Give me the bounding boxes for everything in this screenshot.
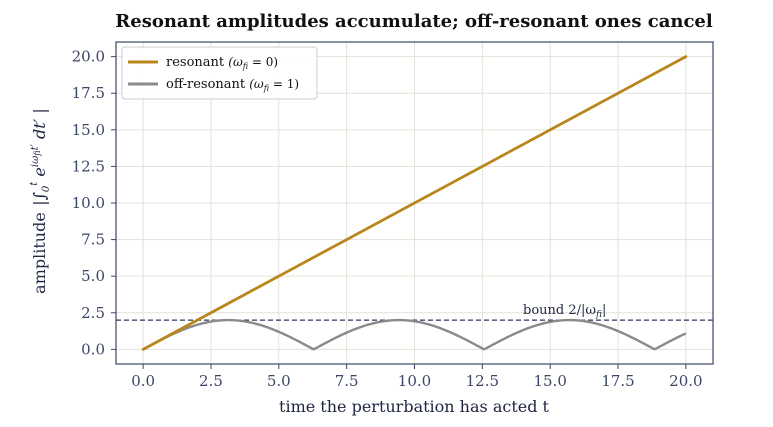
legend-box xyxy=(121,46,318,100)
y-tick-label: 5.0 xyxy=(81,267,105,285)
x-tick-label: 15.0 xyxy=(533,372,566,390)
x-tick-label: 5.0 xyxy=(267,372,291,390)
y-axis-label: amplitude |∫0t eiωfit′ dt′ | xyxy=(29,108,52,294)
legend: resonant (ωfi = 0) off-resonant (ωfi = 1) xyxy=(121,46,318,100)
y-tick-label: 0.0 xyxy=(81,340,105,358)
y-tick-label: 17.5 xyxy=(72,84,105,102)
x-tick-label: 2.5 xyxy=(199,372,223,390)
series-lines xyxy=(141,55,688,351)
x-axis-label: time the perturbation has acted t xyxy=(279,397,550,416)
x-axis-ticks: 0.0 2.5 5.0 7.5 10.0 12.5 15.0 17.5 20.0 xyxy=(131,364,703,390)
x-axis-label-text: time the perturbation has acted t xyxy=(279,397,550,416)
y-axis-ticks: 0.0 2.5 5.0 7.5 10.0 12.5 15.0 17.5 20.0 xyxy=(72,48,116,358)
x-tick-label: 7.5 xyxy=(335,372,359,390)
x-tick-label: 20.0 xyxy=(669,372,702,390)
series-line-resonant xyxy=(141,55,688,351)
x-tick-label: 0.0 xyxy=(131,372,155,390)
y-tick-label: 15.0 xyxy=(72,121,105,139)
legend-label: resonant (ωfi = 0) xyxy=(166,55,278,71)
bound-label: bound 2/|ωfi| xyxy=(523,303,606,320)
y-tick-label: 12.5 xyxy=(72,157,105,175)
chart-title: Resonant amplitudes accumulate; off-reso… xyxy=(115,11,713,32)
y-tick-label: 10.0 xyxy=(72,194,105,212)
y-tick-label: 2.5 xyxy=(81,304,105,322)
y-axis-label-formula: |∫0t eiωfit′ dt′ | xyxy=(29,108,52,206)
legend-label: off-resonant (ωfi = 1) xyxy=(166,77,299,93)
y-tick-label: 7.5 xyxy=(81,231,105,249)
x-tick-label: 10.0 xyxy=(398,372,431,390)
x-tick-label: 17.5 xyxy=(601,372,634,390)
y-tick-label: 20.0 xyxy=(72,48,105,66)
y-axis-label-text: amplitude xyxy=(30,212,49,294)
x-tick-label: 12.5 xyxy=(466,372,499,390)
series-line-off-resonant xyxy=(142,318,687,351)
